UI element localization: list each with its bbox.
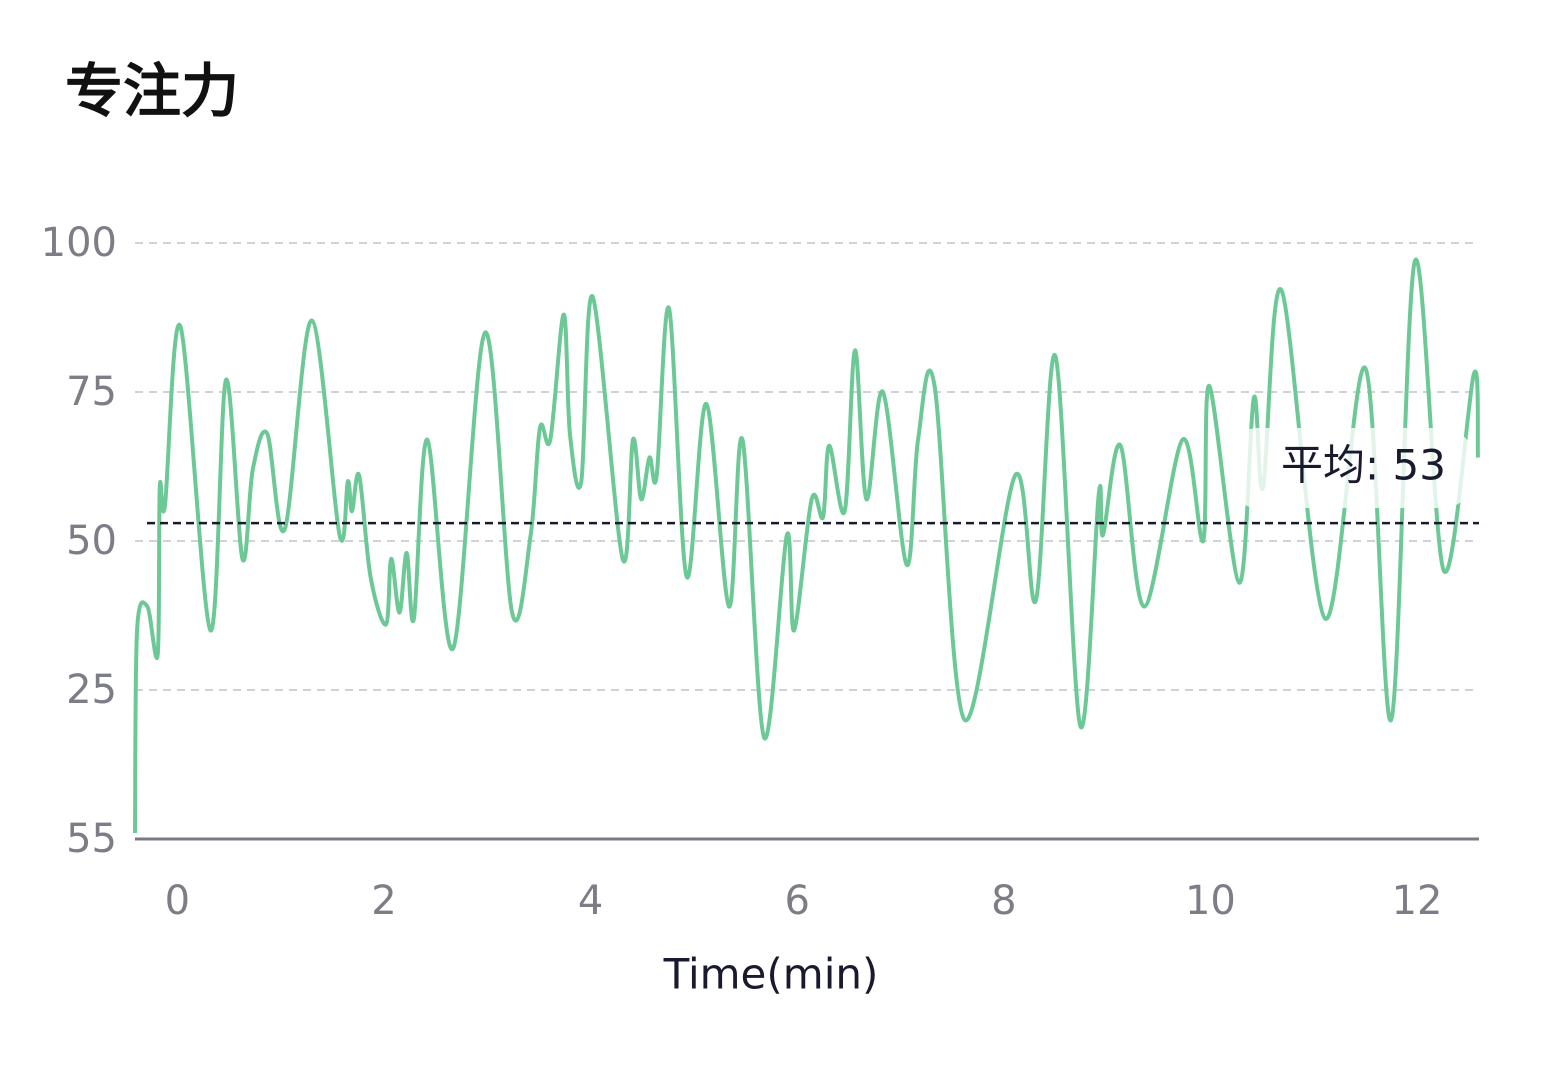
x-tick-label: 10 — [1185, 878, 1236, 924]
x-tick-label: 4 — [578, 878, 603, 924]
y-tick-label: 25 — [66, 667, 117, 713]
chart-title: 专注力 — [65, 57, 239, 125]
x-tick-label: 6 — [784, 878, 809, 924]
x-axis-label: Time(min) — [663, 950, 879, 999]
x-tick-label: 8 — [991, 878, 1016, 924]
y-tick-label: 50 — [66, 518, 117, 564]
y-tick-label: 55 — [66, 816, 117, 862]
data-line — [133, 257, 1480, 834]
y-tick-label: 75 — [66, 369, 117, 415]
average-label: 平均: 53 — [1281, 441, 1446, 490]
x-tick-label: 2 — [371, 878, 396, 924]
x-tick-label: 0 — [165, 878, 190, 924]
average-label-bg — [1228, 428, 1473, 508]
x-tick-label: 12 — [1392, 878, 1443, 924]
y-tick-label: 100 — [41, 220, 117, 266]
